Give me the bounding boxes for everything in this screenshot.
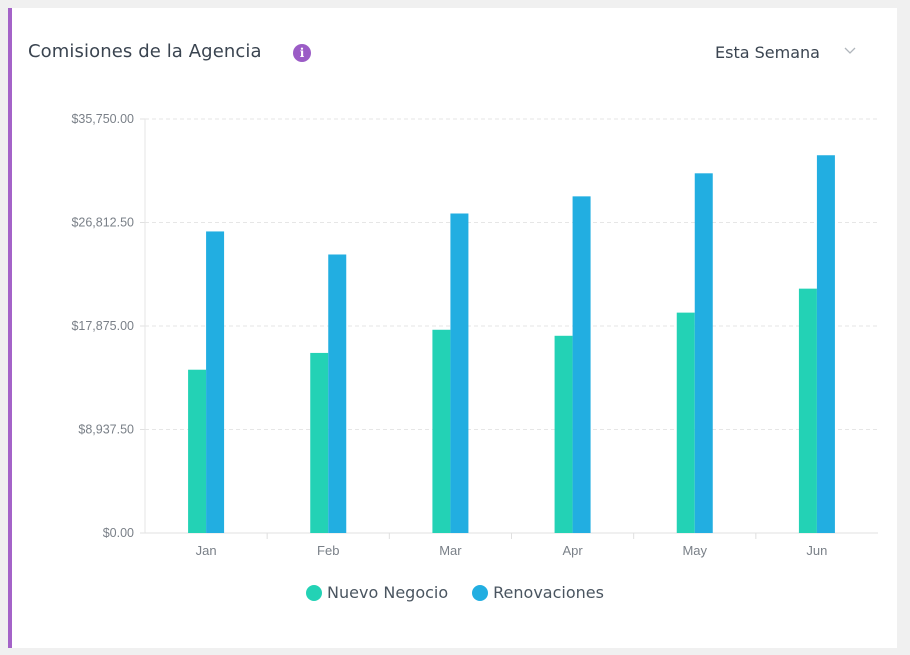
legend-item-nuevo-negocio[interactable]: Nuevo Negocio: [306, 583, 448, 602]
y-tick-label: $8,937.50: [78, 423, 134, 437]
card-title: Comisiones de la Agencia: [28, 41, 262, 62]
bar-nuevo-negocio-may: [676, 312, 695, 533]
chevron-down-icon[interactable]: [843, 44, 857, 58]
y-tick-label: $0.00: [103, 526, 134, 540]
bar-nuevo-negocio-apr: [554, 335, 573, 533]
legend-label: Nuevo Negocio: [327, 583, 449, 602]
info-icon[interactable]: i: [293, 44, 311, 62]
legend: Nuevo Negocio Renovaciones: [0, 583, 910, 602]
bar-nuevo-negocio-jun: [798, 288, 817, 533]
bar-renovaciones-mar: [450, 213, 469, 534]
bar-renovaciones-apr: [572, 196, 591, 533]
x-tick-label: Mar: [439, 543, 462, 558]
y-tick-label: $35,750.00: [71, 112, 134, 126]
bar-renovaciones-feb: [328, 254, 347, 533]
legend-marker: [306, 584, 323, 601]
legend-marker: [472, 584, 489, 601]
x-tick-label: May: [682, 543, 707, 558]
bar-renovaciones-jun: [816, 155, 835, 534]
bar-chart: $0.00 $8,937.50 $17,875.00 $26,812.50 $35,75…: [71, 112, 878, 558]
legend-label: Renovaciones: [493, 583, 604, 602]
bar-nuevo-negocio-mar: [432, 329, 451, 533]
y-tick-label: $17,875.00: [71, 319, 134, 333]
period-dropdown[interactable]: Esta Semana: [715, 43, 820, 62]
bar-nuevo-negocio-feb: [310, 352, 329, 533]
legend-item-renovaciones[interactable]: Renovaciones: [472, 583, 604, 602]
x-tick-label: Jan: [196, 543, 217, 558]
bar-renovaciones-jan: [206, 231, 225, 534]
x-tick-label: Jun: [806, 543, 827, 558]
x-tick-label: Feb: [317, 543, 339, 558]
bar-renovaciones-may: [694, 173, 713, 533]
bar-nuevo-negocio-jan: [188, 369, 207, 533]
y-tick-label: $26,812.50: [71, 216, 134, 230]
x-tick-label: Apr: [562, 543, 583, 558]
